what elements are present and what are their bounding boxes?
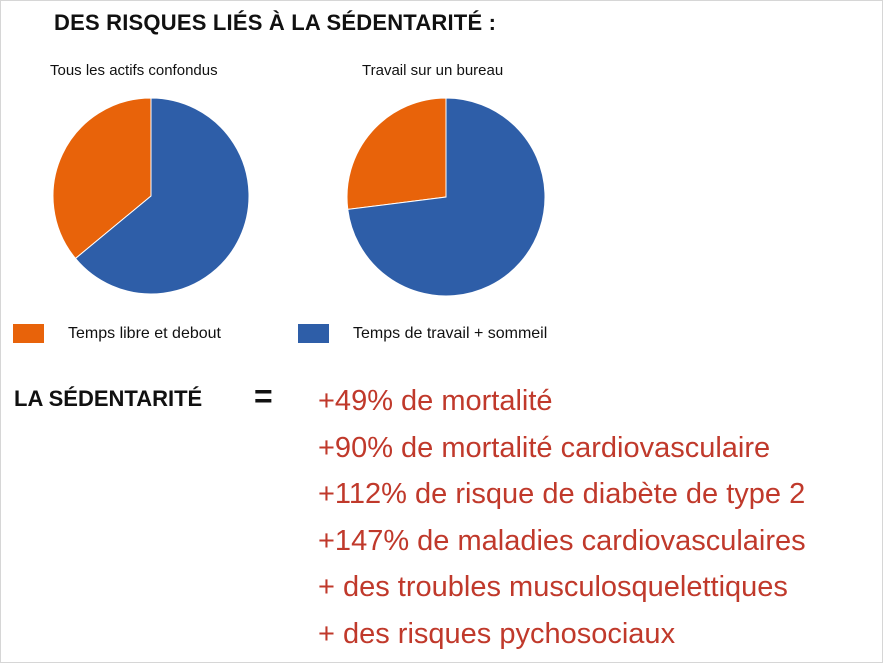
- legend-item-free-time: Temps libre et debout: [13, 324, 221, 343]
- risk-effect-item: +90% de mortalité cardiovasculaire: [318, 431, 771, 464]
- page-title: DES RISQUES LIÉS À LA SÉDENTARITÉ :: [54, 10, 497, 35]
- legend-item-work-sleep: Temps de travail + sommeil: [298, 324, 547, 343]
- pie-chart-title-office-work: Travail sur un bureau: [362, 62, 504, 79]
- legend-label: Temps libre et debout: [68, 324, 221, 342]
- risk-effect-item: +49% de mortalité: [318, 385, 553, 417]
- risk-effect-item: +147% de maladies cardiovasculaires: [318, 524, 806, 557]
- pie-slice-free-time: [346, 97, 447, 210]
- legend-label: Temps de travail + sommeil: [353, 324, 548, 342]
- pie-slice-work-sleep: [74, 97, 250, 295]
- pie-chart-title-all-workers: Tous les actifs confondus: [50, 62, 218, 79]
- risk-effect-item: + des troubles musculosquelettiques: [318, 571, 788, 603]
- sedentarity-label: LA SÉDENTARITÉ: [14, 386, 203, 411]
- pie-slice-free-time: [52, 97, 152, 260]
- pie-chart-all-workers: [52, 97, 250, 295]
- legend-swatch-orange: [13, 324, 44, 343]
- pie-chart-office-work: [346, 97, 546, 297]
- legend-swatch-blue: [298, 324, 329, 343]
- risk-effects-list: +49% de mortalité +90% de mortalité card…: [318, 378, 806, 657]
- risk-effect-item: + des risques pychosociaux: [318, 617, 676, 650]
- risk-effect-item: +112% de risque de diabète de type 2: [318, 478, 806, 510]
- equals-sign: =: [254, 378, 273, 414]
- pie-slice-work-sleep: [347, 97, 546, 297]
